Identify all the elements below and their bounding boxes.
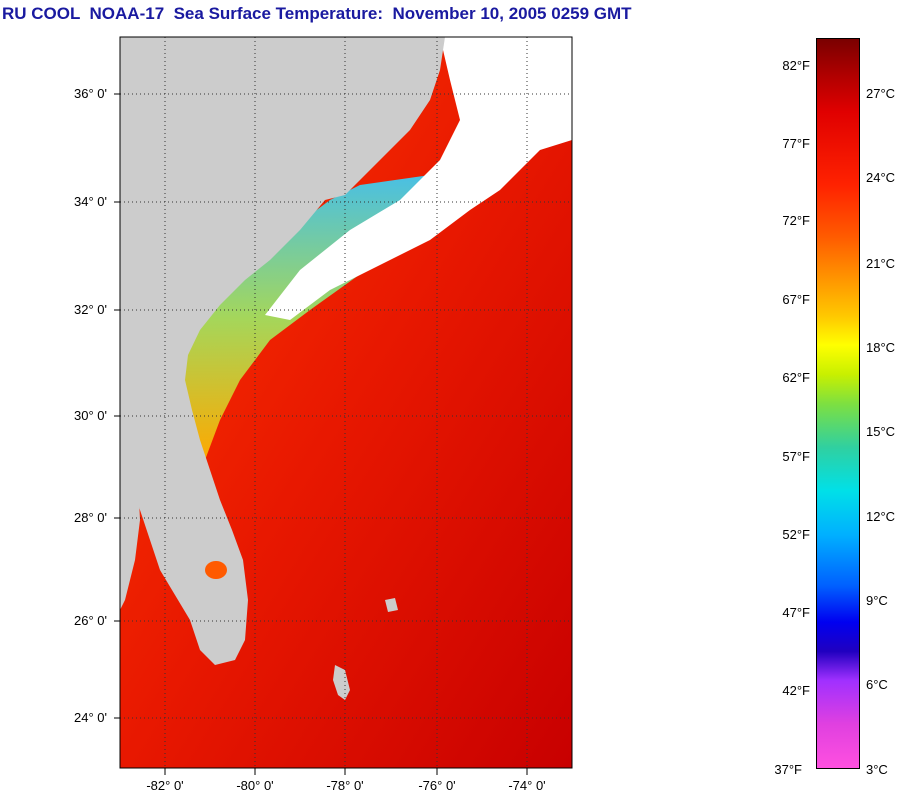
colorbar-f-47: 47°F — [782, 605, 810, 620]
colorbar-c-18: 18°C — [866, 340, 896, 355]
colorbar-f-52: 52°F — [782, 527, 810, 542]
lon-label-82: -82° 0' — [146, 778, 184, 793]
lat-label-26: 26° 0' — [74, 613, 107, 628]
colorbar-c-9: 9°C — [866, 593, 888, 608]
colorbar-f-72: 72°F — [782, 213, 810, 228]
colorbar-c-24: 24°C — [866, 170, 896, 185]
lat-label-36: 36° 0' — [74, 86, 107, 101]
lat-label-24: 24° 0' — [74, 710, 107, 725]
colorbar-f-57: 57°F — [782, 449, 810, 464]
land-bahamas — [333, 665, 350, 700]
lat-label-34: 34° 0' — [74, 194, 107, 209]
colorbar-c-3: 3°C — [866, 762, 888, 777]
colorbar-f-62: 62°F — [782, 370, 810, 385]
lon-label-74: -74° 0' — [508, 778, 546, 793]
colorbar-c-21: 21°C — [866, 256, 896, 271]
colorbar-c-27: 27°C — [866, 86, 896, 101]
colorbar-f-42: 42°F — [782, 683, 810, 698]
colorbar-f-37: 37°F — [774, 762, 802, 777]
lat-label-28: 28° 0' — [74, 510, 107, 525]
lon-label-76: -76° 0' — [418, 778, 456, 793]
lat-label-32: 32° 0' — [74, 302, 107, 317]
colorbar-c-12: 12°C — [866, 509, 896, 524]
map-frame — [119, 36, 573, 769]
land-us-southeast — [120, 37, 445, 665]
land-cuba — [120, 458, 140, 610]
lat-label-30: 30° 0' — [74, 408, 107, 423]
colorbar-f-67: 67°F — [782, 292, 810, 307]
colorbar-f-77: 77°F — [782, 136, 810, 151]
temperature-colorbar — [816, 38, 860, 769]
colorbar-c-6: 6°C — [866, 677, 888, 692]
lake-okeechobee — [205, 561, 227, 579]
lon-label-80: -80° 0' — [236, 778, 274, 793]
cloud-cover — [265, 37, 572, 320]
land-bahamas-2 — [385, 598, 398, 612]
lon-label-78: -78° 0' — [326, 778, 364, 793]
graticule — [120, 37, 572, 768]
colorbar-f-82: 82°F — [782, 58, 810, 73]
map-title: RU COOL NOAA-17 Sea Surface Temperature:… — [2, 4, 632, 23]
axis-ticks — [114, 93, 528, 775]
colorbar-c-15: 15°C — [866, 424, 896, 439]
